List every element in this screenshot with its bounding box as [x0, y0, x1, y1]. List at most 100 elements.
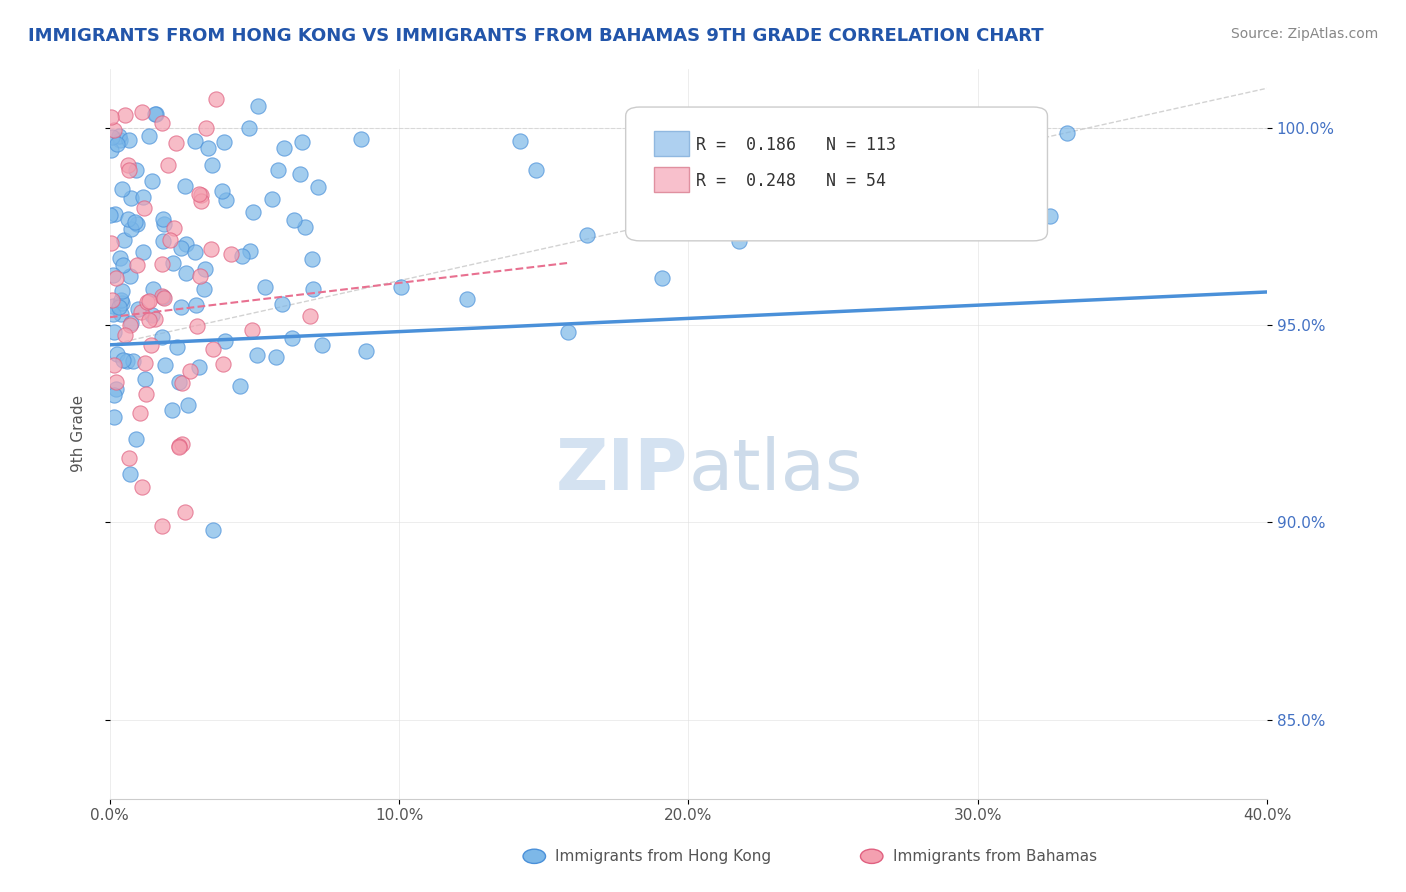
Point — [280, 331, 302, 345]
Point — [101, 129, 124, 144]
Point — [301, 252, 323, 267]
Point — [238, 120, 260, 135]
Point — [212, 135, 235, 149]
Point — [108, 132, 131, 146]
Point — [239, 244, 262, 258]
Point — [349, 132, 371, 146]
Point — [247, 99, 270, 113]
Point — [152, 291, 174, 305]
Point — [174, 179, 197, 194]
Point — [104, 207, 127, 221]
Point — [138, 313, 160, 327]
Point — [100, 293, 122, 308]
Point — [354, 344, 377, 359]
Point — [105, 271, 128, 285]
Point — [152, 234, 174, 248]
Point — [103, 359, 125, 373]
Point — [254, 280, 277, 294]
Point — [105, 137, 128, 152]
Point — [288, 168, 311, 182]
Point — [145, 311, 167, 326]
Point — [150, 289, 173, 303]
Text: R =  0.186   N = 113: R = 0.186 N = 113 — [696, 136, 896, 154]
Point — [215, 194, 238, 208]
Point — [727, 235, 749, 249]
Point — [575, 228, 598, 243]
Point — [101, 268, 124, 282]
Point — [166, 340, 188, 354]
Point — [193, 282, 215, 296]
Point — [118, 268, 141, 283]
Point — [229, 379, 252, 393]
Point — [1039, 209, 1062, 223]
Point — [201, 342, 224, 356]
Point — [112, 234, 135, 248]
Point — [114, 108, 136, 122]
Point — [114, 327, 136, 342]
Point — [120, 222, 142, 236]
Point — [142, 282, 165, 296]
Point — [205, 92, 228, 106]
Point — [103, 325, 125, 339]
Point — [132, 190, 155, 204]
Point — [920, 129, 942, 144]
Text: R =  0.248   N = 54: R = 0.248 N = 54 — [696, 172, 886, 190]
Point — [138, 294, 160, 309]
Point — [100, 235, 122, 250]
Point — [167, 440, 190, 454]
Point — [170, 300, 193, 314]
Point — [110, 296, 132, 310]
Point — [197, 141, 219, 155]
Point — [129, 304, 152, 318]
Point — [117, 212, 139, 227]
Text: Source: ZipAtlas.com: Source: ZipAtlas.com — [1230, 27, 1378, 41]
Point — [152, 116, 174, 130]
Point — [111, 353, 134, 368]
Point — [111, 284, 134, 298]
Point — [117, 158, 139, 172]
Point — [103, 123, 125, 137]
Point — [135, 386, 157, 401]
Point — [240, 323, 263, 337]
Point — [141, 308, 163, 322]
Point — [186, 298, 208, 312]
Point — [162, 221, 184, 235]
Point — [127, 301, 149, 316]
Point — [100, 110, 122, 124]
Point — [159, 233, 181, 247]
Point — [391, 280, 413, 294]
Point — [98, 208, 121, 222]
Y-axis label: 9th Grade: 9th Grade — [72, 395, 86, 472]
Point — [118, 133, 141, 147]
Point — [103, 299, 125, 313]
Point — [201, 158, 224, 172]
Point — [167, 375, 190, 389]
Point — [103, 388, 125, 402]
Point — [557, 325, 579, 339]
Point — [141, 174, 163, 188]
Point — [131, 104, 153, 119]
Point — [190, 194, 212, 209]
Point — [157, 158, 180, 172]
Point — [129, 406, 152, 420]
Point — [124, 163, 146, 178]
Point — [115, 354, 138, 368]
Text: atlas: atlas — [689, 435, 863, 505]
Point — [120, 191, 142, 205]
Point — [187, 187, 209, 202]
Text: Immigrants from Hong Kong: Immigrants from Hong Kong — [555, 849, 772, 863]
Point — [108, 251, 131, 265]
Point — [152, 211, 174, 226]
Point — [179, 364, 201, 378]
Point — [186, 319, 208, 334]
Point — [301, 282, 323, 296]
Point — [200, 242, 222, 256]
Point — [184, 134, 207, 148]
Point — [174, 505, 197, 519]
Point — [271, 297, 294, 311]
Point — [100, 143, 122, 157]
Point — [211, 184, 233, 198]
Point — [524, 163, 547, 178]
Point — [111, 258, 134, 272]
Point — [150, 330, 173, 344]
